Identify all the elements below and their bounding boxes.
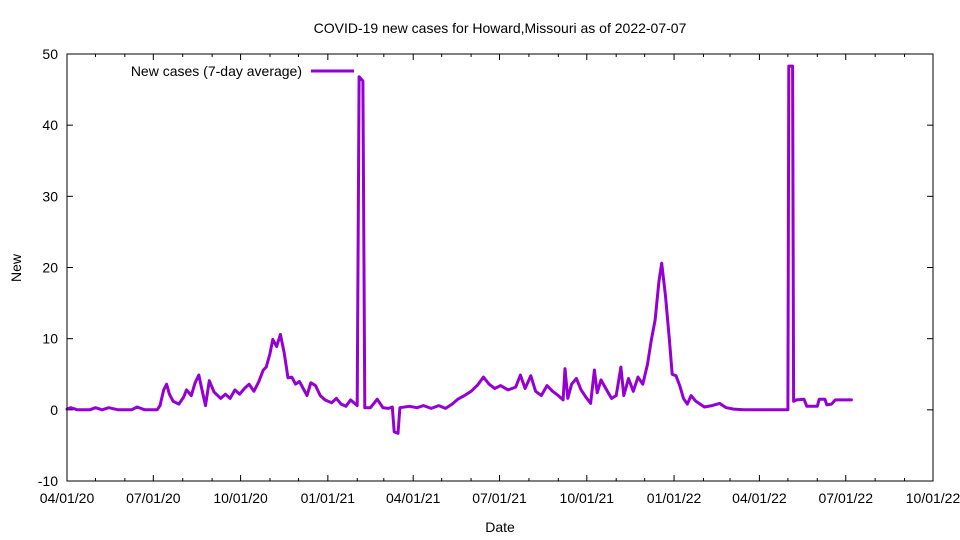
axes: -10 0 10 20 30 40 50 04/01/20 07/01/20 10/01/20 01… [38,46,960,506]
x-tick-label: 04/01/22 [732,490,787,506]
y-tick-label: -10 [38,473,58,489]
y-tick-label: 20 [42,260,58,276]
y-tick-label: 10 [42,331,58,347]
x-tick-label: 01/01/21 [301,490,356,506]
x-tick-label: 10/01/22 [906,490,960,506]
y-tick-label: 0 [50,402,58,418]
x-tick-label: 04/01/20 [40,490,95,506]
y-axis-title: New [8,253,24,282]
legend: New cases (7-day average) [131,63,354,79]
y-tick-label: 40 [42,117,58,133]
x-tick-label: 10/01/20 [213,490,268,506]
y-tick-label: 50 [42,46,58,62]
y-tick-label: 30 [42,188,58,204]
x-tick-label: 10/01/21 [560,490,615,506]
x-tick-label: 07/01/22 [818,490,873,506]
series-line [65,64,853,435]
x-tick-label: 01/01/22 [647,490,702,506]
legend-label: New cases (7-day average) [131,63,302,79]
x-axis-title: Date [485,519,515,535]
plot-frame [66,53,934,482]
x-tick-label: 07/01/20 [126,490,181,506]
series-layer [65,64,853,435]
x-tick-label: 04/01/21 [386,490,441,506]
x-tick-label: 07/01/21 [472,490,527,506]
chart-title: COVID-19 new cases for Howard,Missouri a… [314,20,687,36]
